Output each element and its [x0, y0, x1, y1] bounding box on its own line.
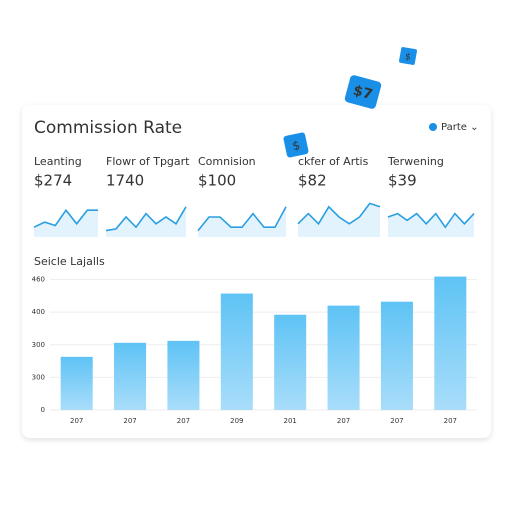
y-tick-label: 0 — [41, 406, 45, 414]
bar — [434, 276, 467, 410]
bar — [380, 301, 413, 410]
x-tick-label: 207 — [390, 417, 403, 425]
kpi-label: Terwening — [387, 155, 444, 168]
y-tick-label: 460 — [32, 276, 45, 284]
x-tick-label: 207 — [177, 417, 190, 425]
filter[interactable]: Parte ⌄ — [441, 122, 478, 133]
title: Commission Rate — [34, 118, 182, 138]
kpi-value: $39 — [388, 172, 417, 190]
sparkline — [105, 206, 187, 232]
sparkline-area — [34, 210, 98, 237]
kpi-label: Flowr of Tpgart — [106, 155, 190, 168]
kpi-value: 1740 — [106, 172, 144, 190]
bar — [114, 342, 147, 410]
bar — [167, 340, 200, 410]
kpi-value: $100 — [198, 172, 236, 190]
x-tick-label: 207 — [444, 417, 457, 425]
kpi-value: $274 — [34, 172, 72, 190]
badge: $ — [283, 132, 309, 158]
sparkline-area — [198, 206, 286, 237]
badge-text: $ — [404, 52, 411, 63]
badge-text: $ — [291, 138, 301, 153]
y-tick-label: 400 — [32, 308, 45, 316]
x-tick-label: 209 — [230, 417, 243, 425]
kpi-label: Comnision — [198, 155, 256, 168]
bar — [327, 305, 360, 410]
bar — [274, 314, 307, 410]
kpi-label: Leanting — [34, 155, 82, 168]
sparkline — [387, 212, 475, 229]
y-tick-label: 300 — [32, 373, 45, 381]
x-tick-label: 207 — [70, 417, 83, 425]
y-tick-label: 300 — [32, 341, 45, 349]
badge: $ — [399, 47, 417, 65]
kpi-label: ckfer of Artis — [298, 155, 369, 168]
x-tick-label: 207 — [123, 417, 136, 425]
sparkline — [33, 208, 98, 228]
x-tick-label: 207 — [337, 417, 350, 425]
x-tick-label: 201 — [284, 417, 297, 425]
kpi-value: $82 — [298, 172, 327, 190]
bar — [220, 293, 253, 410]
badge: $7 — [344, 75, 382, 109]
sparkline — [197, 206, 287, 232]
bar — [60, 356, 93, 410]
sparkline-area — [298, 203, 380, 237]
filter-dot — [429, 123, 437, 131]
sparkline-area — [106, 206, 186, 237]
sparkline — [297, 202, 381, 226]
chart-title: Seicle Lajalls — [34, 255, 105, 268]
badge-text: $7 — [351, 83, 374, 103]
